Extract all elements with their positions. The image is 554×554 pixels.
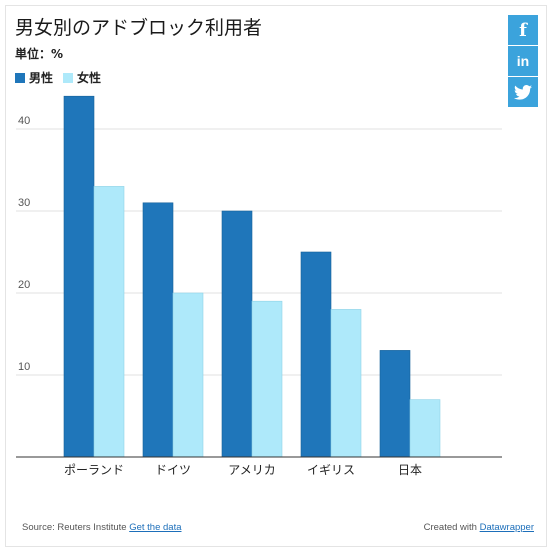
created-with-text: Created with [423, 522, 477, 533]
bar-female-4 [409, 399, 441, 458]
bar-male-1 [142, 202, 174, 458]
chart-title: 男女別のアドブロック利用者 [15, 17, 263, 39]
x-tick-label-2: アメリカ [228, 463, 275, 477]
legend-swatch-male [15, 72, 25, 83]
legend: 男性 女性 [15, 69, 101, 86]
twitter-share-button[interactable] [508, 77, 538, 107]
linkedin-share-button[interactable]: in [508, 46, 538, 76]
legend-label-female: 女性 [77, 71, 102, 85]
bar-female-2 [251, 300, 283, 458]
y-tick-label-20: 20 [18, 279, 30, 291]
bar-male-4 [379, 350, 411, 458]
bar-female-1 [172, 292, 204, 458]
legend-swatch-female [63, 72, 74, 83]
y-tick-label-40: 40 [18, 115, 30, 127]
facebook-share-button[interactable]: f [508, 15, 538, 45]
get-data-link[interactable]: Get the data [129, 522, 182, 533]
footer-source: Source: Reuters Institute Get the data [22, 522, 182, 533]
facebook-icon: f [519, 19, 527, 41]
x-tick-label-3: イギリス [307, 463, 355, 477]
bar-male-3 [300, 251, 332, 458]
y-tick-label-10: 10 [18, 361, 30, 373]
chart-subtitle: 単位：% [15, 47, 64, 61]
source-text: Source: Reuters Institute [22, 522, 127, 533]
datawrapper-link[interactable]: Datawrapper [479, 522, 534, 533]
bar-female-3 [330, 309, 362, 458]
linkedin-icon: in [516, 53, 530, 69]
legend-label-male: 男性 [29, 71, 54, 85]
y-tick-label-30: 30 [18, 197, 30, 209]
x-tick-label-0: ポーランド [64, 463, 124, 477]
bar-male-0 [63, 95, 95, 458]
x-tick-label-1: ドイツ [155, 463, 191, 477]
legend-item-female: 女性 [63, 69, 101, 86]
footer-credit: Created with Datawrapper [424, 522, 534, 533]
social-share-bar: f in [508, 15, 538, 107]
legend-item-male: 男性 [15, 69, 53, 86]
bar-female-0 [93, 186, 125, 458]
twitter-icon [514, 84, 532, 100]
x-tick-label-4: 日本 [398, 463, 422, 477]
bar-male-2 [221, 210, 253, 458]
